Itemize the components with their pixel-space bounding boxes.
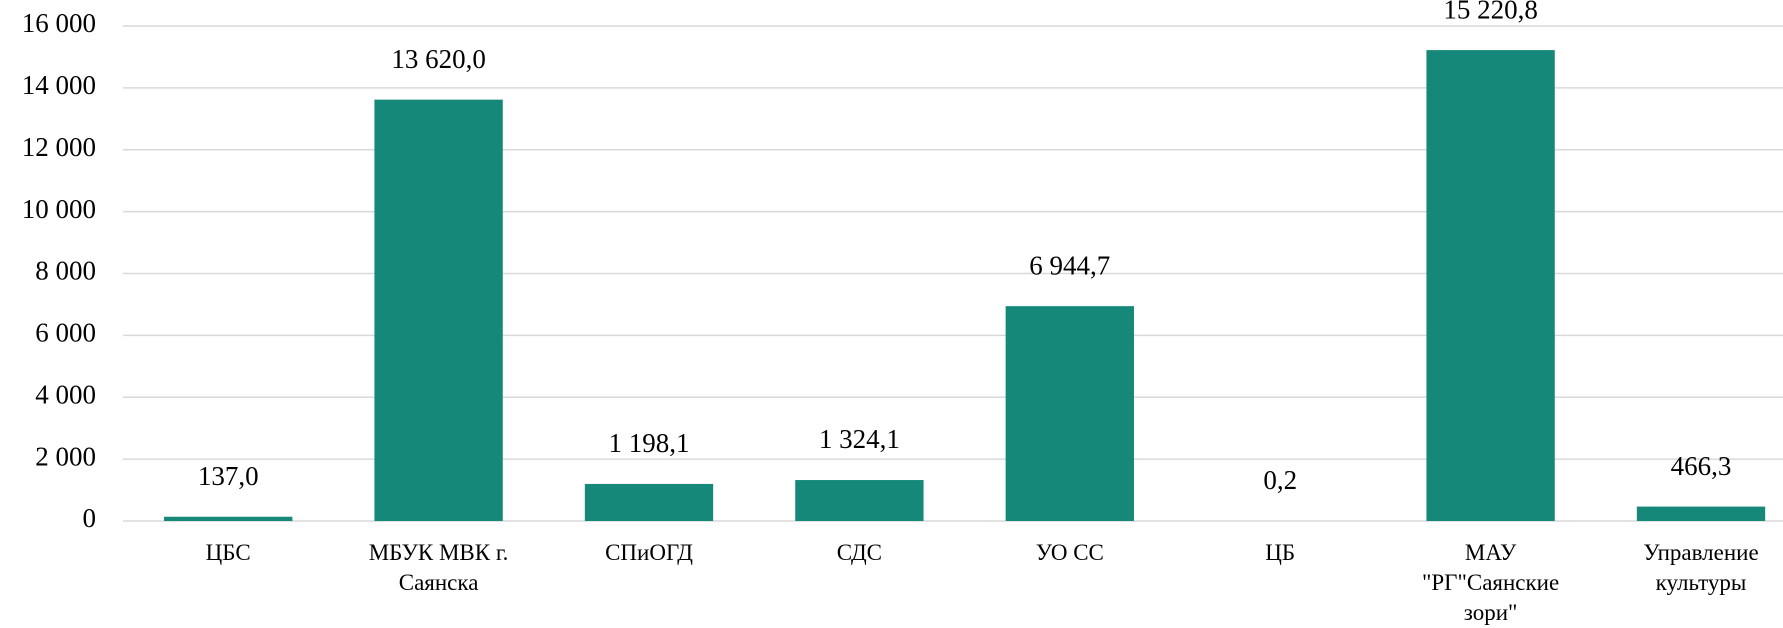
data-label: 137,0: [198, 461, 259, 491]
data-label: 466,3: [1671, 451, 1732, 481]
bar: [584, 483, 714, 521]
bar: [374, 99, 503, 521]
y-tick-label: 6 000: [35, 318, 96, 348]
y-tick-label: 8 000: [35, 256, 96, 286]
data-label: 15 220,8: [1443, 0, 1538, 24]
y-tick-label: 10 000: [22, 194, 96, 224]
data-label: 6 944,7: [1029, 250, 1110, 280]
data-label: 0,2: [1263, 465, 1297, 495]
bar: [795, 480, 924, 521]
x-tick-label: ЦБ: [1265, 540, 1296, 565]
y-tick-label: 2 000: [35, 441, 96, 471]
bar: [1005, 306, 1134, 521]
y-tick-label: 14 000: [22, 70, 96, 100]
x-tick-label: СПиОГД: [605, 540, 693, 565]
y-tick-label: 12 000: [22, 132, 96, 162]
bar: [164, 516, 293, 521]
x-tick-label: СДС: [836, 540, 882, 565]
x-tick-label: МАУ "РГ"Саянские зори": [1421, 540, 1560, 625]
x-tick-label: МБУК МВК г. Саянска: [368, 540, 509, 595]
y-tick-label: 0: [83, 503, 97, 533]
x-tick-label: ЦБС: [205, 540, 251, 565]
data-label: 1 198,1: [609, 428, 690, 458]
x-tick-label: Управление культуры: [1643, 540, 1759, 595]
data-label: 1 324,1: [819, 424, 900, 454]
bar: [1636, 506, 1766, 521]
x-tick-label: УО СС: [1035, 540, 1104, 565]
y-tick-label: 4 000: [35, 379, 96, 409]
y-tick-label: 16 000: [22, 8, 96, 38]
bar: [1426, 50, 1555, 521]
data-label: 13 620,0: [391, 44, 486, 74]
